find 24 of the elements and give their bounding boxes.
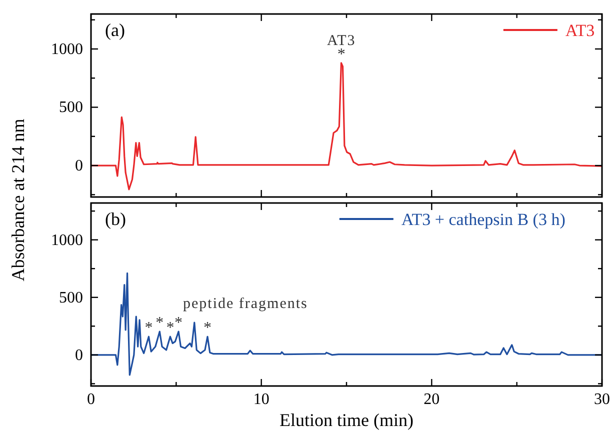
annotation: (b) [105, 209, 126, 229]
x-tick-label: 20 [424, 391, 440, 408]
y-axis-title: Absorbance at 214 nm [8, 118, 28, 282]
annotation: * [166, 320, 174, 337]
annotation: * [156, 314, 164, 332]
legend-label: AT3 [565, 21, 595, 40]
x-axis-title: Elution time (min) [280, 410, 414, 430]
y-tick-label: 500 [59, 99, 83, 116]
legend-label: AT3 + cathepsin B (3 h) [401, 210, 566, 229]
x-tick-label: 0 [87, 391, 95, 408]
x-tick-label: 30 [594, 391, 610, 408]
annotation: peptide fragments [183, 296, 308, 312]
y-tick-label: 500 [59, 289, 83, 306]
annotation: * [144, 320, 153, 337]
y-tick-label: 0 [75, 346, 83, 364]
y-tick-label: 0 [75, 158, 83, 175]
x-tick-label: 10 [253, 391, 270, 408]
annotation: (a) [105, 20, 125, 40]
annotation: * [204, 320, 212, 337]
line-series [90, 62, 603, 190]
y-tick-label: 1000 [51, 40, 83, 58]
y-tick-label: 1000 [51, 232, 83, 249]
line-series [90, 272, 603, 376]
annotation: * [174, 314, 183, 332]
